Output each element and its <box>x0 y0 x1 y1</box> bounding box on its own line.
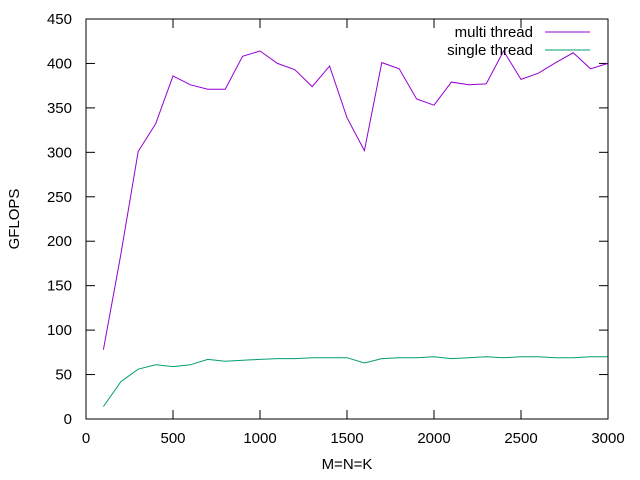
y-tick-label: 200 <box>47 233 72 250</box>
y-tick-label: 300 <box>47 144 72 161</box>
series-layer <box>102 49 609 407</box>
x-tick-label: 1500 <box>330 430 363 447</box>
x-tick-label: 0 <box>82 430 90 447</box>
x-tick-label: 3000 <box>591 430 624 447</box>
series-line-multi-thread <box>102 49 609 350</box>
legend-label: single thread <box>447 42 533 59</box>
ticks-layer: 0 50 100 150 200 250 300 350 400 450 0 500 1000 1500 2… <box>47 11 625 447</box>
y-tick-label: 0 <box>64 411 72 428</box>
legend-label: multi thread <box>455 24 533 41</box>
x-tick-label: 1000 <box>243 430 276 447</box>
y-tick-label: 450 <box>47 11 72 28</box>
y-tick-label: 400 <box>47 55 72 72</box>
x-tick-label: 2000 <box>417 430 450 447</box>
plot-frame <box>85 18 609 420</box>
x-axis-label: M=N=K <box>322 456 373 473</box>
y-tick-label: 250 <box>47 189 72 206</box>
x-tick-label: 500 <box>160 430 185 447</box>
y-axis-label: GFLOPS <box>6 189 23 250</box>
y-tick-label: 50 <box>55 367 72 384</box>
series-line-single-thread <box>102 356 608 407</box>
x-tick-label: 2500 <box>504 430 537 447</box>
y-tick-label: 100 <box>47 322 72 339</box>
y-tick-label: 350 <box>47 100 72 117</box>
y-tick-label: 150 <box>47 278 72 295</box>
